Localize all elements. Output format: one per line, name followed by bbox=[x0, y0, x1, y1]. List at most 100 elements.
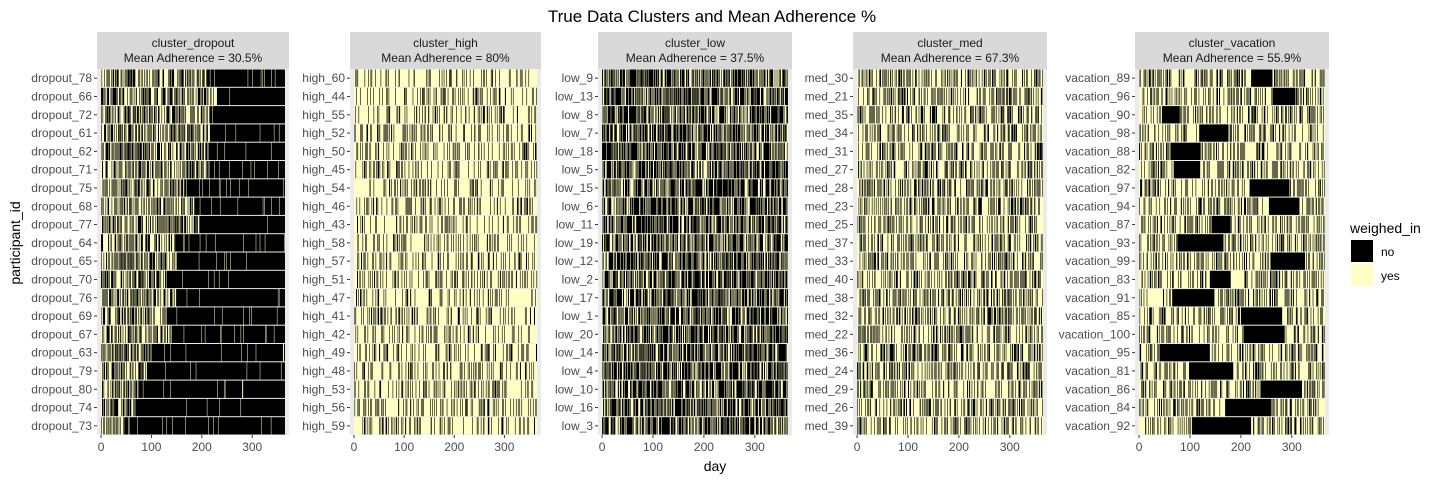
no-tile-run bbox=[669, 106, 670, 123]
no-tile-run bbox=[938, 143, 939, 160]
no-tile-run bbox=[525, 179, 526, 196]
no-tile-run bbox=[676, 271, 677, 288]
no-tile-run bbox=[405, 106, 406, 123]
no-tile-run bbox=[139, 234, 140, 251]
no-tile-run bbox=[973, 216, 974, 233]
no-tile-run bbox=[442, 216, 443, 233]
no-tile-run bbox=[446, 106, 447, 123]
no-tile-run bbox=[658, 381, 662, 398]
no-tile-run bbox=[696, 88, 698, 105]
no-tile-run bbox=[400, 216, 401, 233]
no-tile-run bbox=[681, 271, 682, 288]
no-tile-run bbox=[534, 106, 535, 123]
no-tile-run bbox=[753, 344, 757, 361]
no-tile-run bbox=[603, 307, 606, 324]
no-tile-run bbox=[905, 161, 906, 178]
no-tile-run bbox=[492, 143, 493, 160]
no-tile-run bbox=[1036, 88, 1037, 105]
no-tile-run bbox=[148, 88, 151, 105]
no-tile-run bbox=[991, 143, 992, 160]
no-tile-run bbox=[466, 253, 467, 270]
no-tile-run bbox=[766, 179, 770, 196]
participant-row bbox=[101, 124, 285, 141]
no-tile-run bbox=[480, 198, 481, 215]
no-tile-run bbox=[657, 106, 658, 123]
no-tile-run bbox=[119, 344, 120, 361]
no-tile-run bbox=[1039, 161, 1040, 178]
no-tile-run bbox=[265, 70, 272, 87]
no-tile-run bbox=[773, 88, 774, 105]
no-tile-run bbox=[762, 399, 763, 416]
no-tile-run bbox=[698, 307, 700, 324]
no-tile-run bbox=[108, 198, 110, 215]
no-tile-run bbox=[162, 234, 163, 251]
no-tile-run bbox=[995, 70, 996, 87]
no-tile-run bbox=[367, 289, 368, 306]
no-tile-run bbox=[107, 289, 108, 306]
no-tile-run bbox=[767, 106, 769, 123]
y-tick-label: low_20 bbox=[555, 327, 593, 341]
no-tile-run bbox=[784, 143, 785, 160]
no-tile-run bbox=[956, 70, 957, 87]
no-tile-run bbox=[691, 399, 693, 416]
no-tile-run bbox=[754, 124, 757, 141]
no-tile-run bbox=[167, 179, 168, 196]
no-tile-run bbox=[126, 271, 127, 288]
no-tile-run bbox=[654, 362, 655, 379]
no-tile-run bbox=[431, 307, 432, 324]
no-tile-run bbox=[773, 143, 774, 160]
participant-row bbox=[602, 161, 788, 178]
no-tile-run bbox=[721, 234, 722, 251]
no-tile-run bbox=[695, 234, 697, 251]
no-tile-run bbox=[879, 216, 880, 233]
no-tile-run bbox=[979, 161, 980, 178]
no-tile-run bbox=[609, 289, 614, 306]
no-tile-run bbox=[166, 362, 191, 379]
no-tile-run bbox=[877, 143, 878, 160]
no-tile-run bbox=[947, 179, 948, 196]
no-tile-run bbox=[997, 234, 998, 251]
no-tile-run bbox=[155, 88, 156, 105]
no-tile-run bbox=[384, 344, 385, 361]
no-tile-run bbox=[115, 70, 116, 87]
no-tile-run bbox=[674, 381, 675, 398]
no-tile-run bbox=[126, 381, 127, 398]
no-tile-run bbox=[620, 179, 621, 196]
no-tile-run bbox=[713, 399, 714, 416]
no-tile-run bbox=[730, 344, 731, 361]
no-tile-run bbox=[692, 381, 695, 398]
no-tile-run bbox=[129, 234, 130, 251]
no-tile-run bbox=[963, 88, 964, 105]
no-tile-run bbox=[1014, 88, 1015, 105]
no-tile-run bbox=[689, 106, 690, 123]
no-tile-run bbox=[983, 161, 984, 178]
no-tile-run bbox=[968, 143, 970, 160]
no-tile-run bbox=[112, 143, 113, 160]
no-tile-run bbox=[1024, 198, 1025, 215]
no-tile-run bbox=[908, 124, 909, 141]
no-tile-run bbox=[533, 271, 534, 288]
no-tile-run bbox=[119, 234, 120, 251]
no-tile-run bbox=[772, 124, 773, 141]
no-tile-run bbox=[665, 88, 666, 105]
no-tile-run bbox=[499, 106, 500, 123]
no-tile-run bbox=[498, 326, 499, 343]
no-tile-run bbox=[466, 289, 467, 306]
no-tile-run bbox=[687, 124, 688, 141]
no-tile-run bbox=[409, 70, 410, 87]
no-tile-run bbox=[1023, 161, 1024, 178]
no-tile-run bbox=[669, 143, 672, 160]
no-tile-run bbox=[105, 106, 106, 123]
no-tile-run bbox=[440, 381, 441, 398]
no-tile-run bbox=[675, 88, 677, 105]
no-tile-run bbox=[960, 179, 961, 196]
no-tile-run bbox=[652, 362, 653, 379]
no-tile-run bbox=[745, 88, 746, 105]
no-tile-run bbox=[677, 198, 678, 215]
no-tile-run bbox=[112, 381, 113, 398]
no-tile-run bbox=[481, 417, 482, 434]
no-tile-run bbox=[887, 161, 889, 178]
no-tile-run bbox=[991, 216, 992, 233]
no-tile-run bbox=[941, 234, 942, 251]
no-tile-run bbox=[121, 362, 123, 379]
